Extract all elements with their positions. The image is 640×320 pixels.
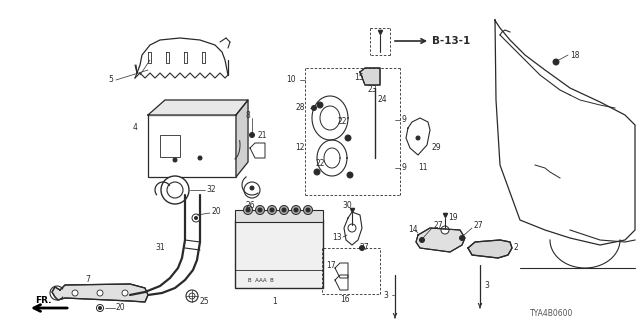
Text: 7: 7 [85, 275, 90, 284]
Circle shape [161, 176, 189, 204]
Circle shape [173, 158, 177, 162]
Text: 8: 8 [245, 110, 250, 119]
Polygon shape [360, 68, 380, 85]
Text: 14: 14 [408, 226, 418, 235]
Circle shape [97, 290, 103, 296]
Circle shape [97, 305, 104, 311]
Circle shape [258, 208, 262, 212]
Bar [160, 135, 180, 157]
Circle shape [244, 182, 260, 198]
Circle shape [198, 156, 202, 160]
Circle shape [553, 59, 559, 65]
Circle shape [72, 290, 78, 296]
Text: 25: 25 [200, 298, 210, 307]
Circle shape [348, 224, 356, 232]
Circle shape [460, 236, 465, 241]
Circle shape [195, 217, 198, 220]
Text: 18: 18 [570, 51, 579, 60]
Circle shape [314, 169, 320, 175]
Text: 30: 30 [342, 201, 352, 210]
Circle shape [122, 290, 128, 296]
Text: 32: 32 [206, 186, 216, 195]
Text: B-13-1: B-13-1 [432, 36, 470, 46]
Text: 21: 21 [258, 131, 268, 140]
Text: 24: 24 [378, 95, 388, 105]
Circle shape [441, 226, 449, 234]
Text: 3: 3 [383, 291, 388, 300]
Text: 9: 9 [402, 164, 407, 172]
Circle shape [250, 132, 255, 138]
Bar [148, 115, 236, 177]
Polygon shape [416, 228, 465, 252]
Text: 5: 5 [108, 76, 113, 84]
Circle shape [291, 205, 301, 214]
Circle shape [317, 102, 323, 108]
Circle shape [306, 208, 310, 212]
Text: FR.: FR. [35, 296, 51, 305]
Text: 13: 13 [332, 233, 342, 242]
Circle shape [416, 136, 420, 140]
Circle shape [282, 208, 286, 212]
Circle shape [270, 208, 274, 212]
Text: 11: 11 [418, 164, 428, 172]
Circle shape [255, 205, 264, 214]
Bar [235, 220, 323, 288]
Circle shape [250, 186, 254, 190]
Text: 19: 19 [448, 213, 458, 222]
Circle shape [303, 205, 312, 214]
Polygon shape [148, 100, 248, 115]
Circle shape [312, 106, 317, 110]
Text: 1: 1 [272, 298, 276, 307]
Text: 27: 27 [473, 220, 483, 229]
Text: 16: 16 [340, 295, 349, 305]
Text: 28: 28 [295, 103, 305, 113]
Text: 17: 17 [326, 260, 335, 269]
Circle shape [99, 307, 102, 309]
Text: B  AAA  B: B AAA B [248, 277, 274, 283]
Text: 27: 27 [433, 220, 443, 229]
Text: 20: 20 [211, 207, 221, 217]
Text: 31: 31 [155, 244, 164, 252]
Text: 4: 4 [133, 123, 138, 132]
Text: 3: 3 [484, 281, 489, 290]
Circle shape [167, 182, 183, 198]
Text: 22: 22 [316, 158, 326, 167]
Bar [235, 210, 323, 222]
Text: 12: 12 [295, 143, 305, 153]
Text: 22: 22 [338, 117, 348, 126]
Text: 2: 2 [514, 244, 519, 252]
Circle shape [246, 208, 250, 212]
Text: TYA4B0600: TYA4B0600 [530, 309, 573, 318]
Text: 20: 20 [116, 303, 125, 313]
Text: 15: 15 [354, 74, 364, 83]
Circle shape [192, 214, 200, 222]
Text: 23: 23 [368, 85, 378, 94]
Circle shape [186, 290, 198, 302]
Text: 26: 26 [245, 201, 255, 210]
Text: 27: 27 [360, 244, 370, 252]
Text: 10: 10 [286, 76, 296, 84]
Circle shape [189, 293, 195, 299]
Circle shape [419, 237, 424, 243]
Circle shape [347, 172, 353, 178]
Circle shape [360, 245, 365, 251]
Polygon shape [468, 240, 512, 258]
Circle shape [345, 135, 351, 141]
Polygon shape [236, 100, 248, 177]
Circle shape [268, 205, 276, 214]
Circle shape [294, 208, 298, 212]
Circle shape [243, 205, 253, 214]
Circle shape [280, 205, 289, 214]
Polygon shape [52, 284, 148, 302]
Text: 29: 29 [432, 143, 442, 153]
Text: 9: 9 [402, 116, 407, 124]
